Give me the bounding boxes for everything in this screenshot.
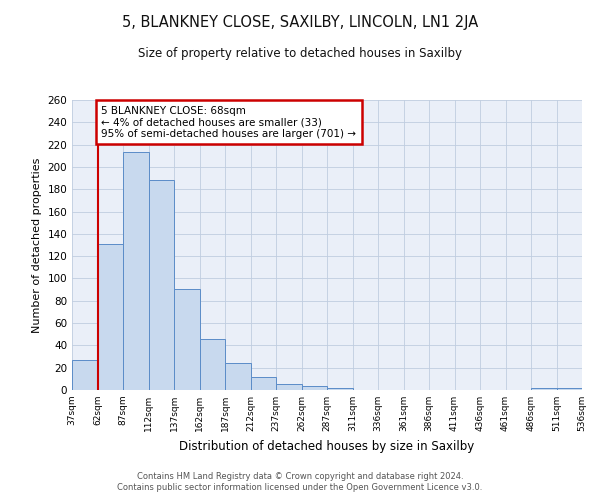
Text: 5 BLANKNEY CLOSE: 68sqm
← 4% of detached houses are smaller (33)
95% of semi-det: 5 BLANKNEY CLOSE: 68sqm ← 4% of detached… — [101, 106, 356, 139]
Bar — [123, 152, 149, 390]
Bar — [531, 388, 557, 390]
Bar — [251, 376, 276, 390]
Text: Contains HM Land Registry data © Crown copyright and database right 2024.: Contains HM Land Registry data © Crown c… — [137, 472, 463, 481]
X-axis label: Distribution of detached houses by size in Saxilby: Distribution of detached houses by size … — [179, 440, 475, 452]
Text: 5, BLANKNEY CLOSE, SAXILBY, LINCOLN, LN1 2JA: 5, BLANKNEY CLOSE, SAXILBY, LINCOLN, LN1… — [122, 15, 478, 30]
Bar — [174, 288, 199, 390]
Bar — [199, 338, 225, 390]
Bar — [72, 360, 97, 390]
Bar — [302, 386, 327, 390]
Text: Size of property relative to detached houses in Saxilby: Size of property relative to detached ho… — [138, 48, 462, 60]
Y-axis label: Number of detached properties: Number of detached properties — [32, 158, 42, 332]
Bar — [276, 384, 302, 390]
Bar — [97, 244, 123, 390]
Bar — [327, 388, 353, 390]
Bar — [557, 388, 582, 390]
Text: Contains public sector information licensed under the Open Government Licence v3: Contains public sector information licen… — [118, 484, 482, 492]
Bar — [149, 180, 174, 390]
Bar — [225, 363, 251, 390]
